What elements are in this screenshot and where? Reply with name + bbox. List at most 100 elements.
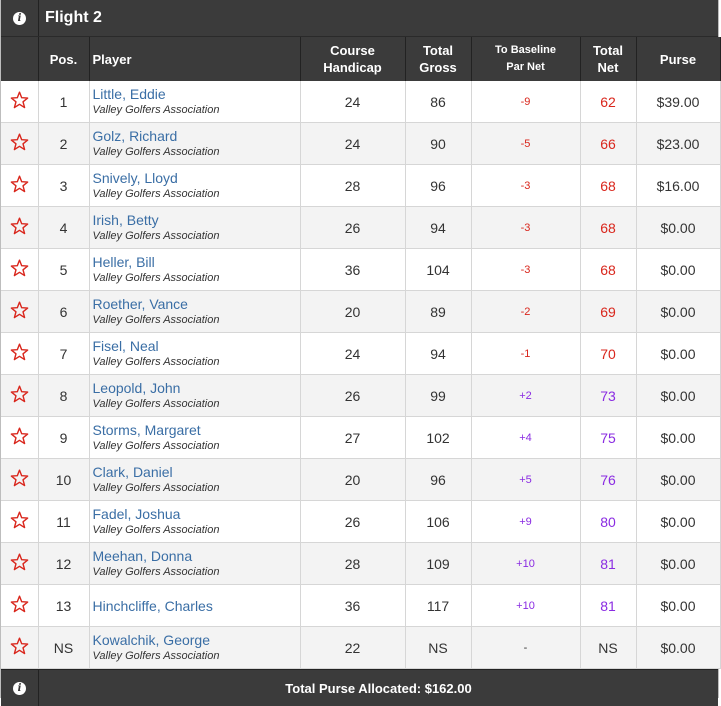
player-association: Valley Golfers Association (92, 271, 220, 284)
position-cell: 6 (38, 290, 90, 333)
star-icon (10, 385, 29, 406)
player-name-link[interactable]: Storms, Margaret (92, 421, 201, 438)
position-cell: 12 (38, 542, 90, 585)
player-name-link[interactable]: Fisel, Neal (92, 337, 159, 354)
favorite-star-button[interactable] (1, 122, 39, 165)
total-net-cell: 66 (580, 122, 637, 165)
player-name-link[interactable]: Irish, Betty (92, 211, 159, 228)
position-cell: 7 (38, 332, 90, 375)
favorite-star-button[interactable] (1, 584, 39, 627)
purse-column-header[interactable]: Purse (636, 37, 721, 81)
favorite-star-button[interactable] (1, 542, 39, 585)
purse-cell: $0.00 (636, 248, 721, 291)
footer-info-button[interactable]: i (1, 670, 39, 706)
position-cell: NS (38, 626, 90, 669)
star-icon (10, 595, 29, 616)
player-name-link[interactable]: Clark, Daniel (92, 463, 173, 480)
table-row: NS Kowalchik, George Valley Golfers Associ… (1, 626, 721, 669)
info-button[interactable]: i (1, 0, 39, 36)
player-cell: Clark, Daniel Valley Golfers Association (89, 458, 301, 501)
total-net-cell: 69 (580, 290, 637, 333)
total-gross-cell: NS (405, 626, 472, 669)
total-gross-column-header[interactable]: Total Gross (405, 37, 472, 81)
favorite-star-button[interactable] (1, 374, 39, 417)
player-name-link[interactable]: Kowalchik, George (92, 631, 211, 648)
favorite-star-button[interactable] (1, 332, 39, 375)
flight-title: Flight 2 (45, 9, 102, 26)
player-cell: Hinchcliffe, Charles (89, 584, 301, 627)
position-cell: 10 (38, 458, 90, 501)
player-name-link[interactable]: Fadel, Joshua (92, 505, 181, 522)
favorite-star-button[interactable] (1, 290, 39, 333)
to-baseline-cell: -9 (471, 81, 581, 123)
pos-column-header[interactable]: Pos. (38, 37, 90, 81)
favorite-star-button[interactable] (1, 81, 39, 123)
player-name-link[interactable]: Roether, Vance (92, 295, 188, 312)
to-baseline-cell: -3 (471, 206, 581, 249)
table-row: 11 Fadel, Joshua Valley Golfers Associatio… (1, 500, 721, 543)
to-baseline-par-net-column-header[interactable]: To Baseline Par Net (471, 37, 581, 81)
total-net-cell: 81 (580, 584, 637, 627)
player-name-link[interactable]: Little, Eddie (92, 85, 166, 102)
star-icon (10, 301, 29, 322)
results-table: Pos. Player Course Handicap Total Gross To… (1, 37, 721, 669)
player-name-link[interactable]: Leopold, John (92, 379, 181, 396)
player-association: Valley Golfers Association (92, 313, 220, 326)
purse-cell: $0.00 (636, 374, 721, 417)
favorite-star-button[interactable] (1, 164, 39, 207)
to-baseline-cell: +4 (471, 416, 581, 459)
player-name-link[interactable]: Golz, Richard (92, 127, 178, 144)
total-net-cell: 62 (580, 81, 637, 123)
player-association: Valley Golfers Association (92, 187, 220, 200)
course-handicap-cell: 24 (300, 332, 406, 375)
position-cell: 11 (38, 500, 90, 543)
to-baseline-cell: -1 (471, 332, 581, 375)
position-cell: 5 (38, 248, 90, 291)
player-association: Valley Golfers Association (92, 565, 220, 578)
player-name-link[interactable]: Heller, Bill (92, 253, 155, 270)
favorite-star-button[interactable] (1, 500, 39, 543)
total-net-column-header[interactable]: Total Net (580, 37, 637, 81)
total-gross-cell: 109 (405, 542, 472, 585)
player-column-header[interactable]: Player (89, 37, 301, 81)
player-cell: Snively, Lloyd Valley Golfers Association (89, 164, 301, 207)
total-net-cell: 75 (580, 416, 637, 459)
player-name-link[interactable]: Hinchcliffe, Charles (92, 597, 213, 614)
player-name-link[interactable]: Meehan, Donna (92, 547, 193, 564)
favorite-star-button[interactable] (1, 206, 39, 249)
total-gross-cell: 89 (405, 290, 472, 333)
table-row: 4 Irish, Betty Valley Golfers Association 2… (1, 206, 721, 249)
course-handicap-column-header[interactable]: Course Handicap (300, 37, 406, 81)
purse-cell: $0.00 (636, 626, 721, 669)
total-gross-cell: 86 (405, 81, 472, 123)
course-handicap-cell: 36 (300, 248, 406, 291)
player-name-link[interactable]: Snively, Lloyd (92, 169, 178, 186)
purse-cell: $0.00 (636, 500, 721, 543)
player-association: Valley Golfers Association (92, 439, 220, 452)
position-cell: 1 (38, 81, 90, 123)
favorite-star-button[interactable] (1, 626, 39, 669)
table-row: 2 Golz, Richard Valley Golfers Association… (1, 122, 721, 165)
player-cell: Golz, Richard Valley Golfers Association (89, 122, 301, 165)
favorite-column-header (1, 37, 39, 81)
favorite-star-button[interactable] (1, 248, 39, 291)
to-baseline-cell: +5 (471, 458, 581, 501)
star-icon (10, 133, 29, 154)
star-icon (10, 553, 29, 574)
total-net-cell: 73 (580, 374, 637, 417)
course-handicap-cell: 28 (300, 164, 406, 207)
total-net-cell: 70 (580, 332, 637, 375)
position-cell: 4 (38, 206, 90, 249)
total-gross-cell: 102 (405, 416, 472, 459)
to-baseline-cell: +10 (471, 584, 581, 627)
player-cell: Little, Eddie Valley Golfers Association (89, 81, 301, 123)
to-baseline-cell: -3 (471, 248, 581, 291)
favorite-star-button[interactable] (1, 458, 39, 501)
course-handicap-cell: 26 (300, 206, 406, 249)
purse-cell: $0.00 (636, 206, 721, 249)
purse-cell: $39.00 (636, 81, 721, 123)
player-cell: Heller, Bill Valley Golfers Association (89, 248, 301, 291)
favorite-star-button[interactable] (1, 416, 39, 459)
total-purse-allocated: Total Purse Allocated: $162.00 (285, 680, 472, 696)
